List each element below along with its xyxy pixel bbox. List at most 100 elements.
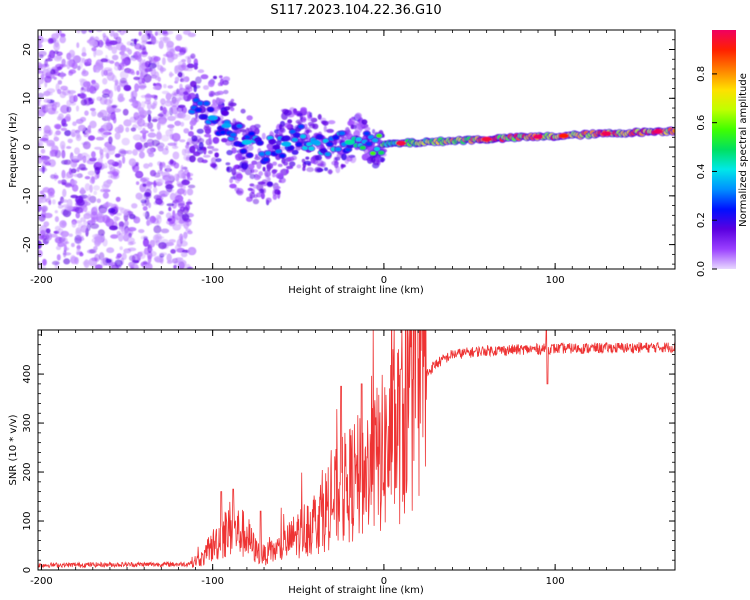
spectrogram-cell — [323, 125, 327, 133]
spectrogram-cell — [50, 110, 59, 115]
spectrogram-cell — [177, 104, 186, 108]
spectrogram-cell — [322, 138, 329, 143]
spectrogram-cell — [254, 175, 261, 181]
spectrogram-cell — [161, 171, 170, 178]
spectrogram-cell — [240, 108, 246, 114]
spectrogram-cell — [188, 92, 196, 100]
spectrogram-cell — [56, 254, 61, 261]
spectrogram-cell — [169, 159, 174, 165]
spectrogram-cell — [62, 209, 72, 218]
spectrogram-cell — [165, 145, 169, 151]
spectrogram-cell — [76, 42, 80, 49]
spectrogram-cell — [57, 204, 64, 209]
spectrogram-cell — [339, 131, 346, 136]
spectrogram-cell — [219, 130, 226, 135]
spectrogram-cell — [43, 98, 51, 104]
spectrogram-cell — [108, 207, 116, 214]
spectrogram-cell — [138, 151, 145, 159]
spectrogram-cell — [279, 169, 284, 178]
spectrogram-cell — [38, 50, 47, 57]
spectrogram-cell — [96, 198, 102, 204]
spectrogram-cell — [209, 78, 215, 86]
spectrogram-cell — [109, 225, 118, 231]
spectrogram-cell — [166, 260, 173, 264]
spectrogram-cell — [91, 110, 97, 117]
spectrogram-cell — [38, 110, 41, 118]
spectrogram-cell — [236, 124, 243, 128]
spectrogram-cell — [120, 44, 127, 53]
spectrogram-cell — [39, 104, 45, 112]
spectrogram-cell — [117, 94, 124, 103]
spectrogram-cell — [110, 234, 119, 239]
spectrogram-cell — [197, 157, 204, 163]
spectrogram-cell — [201, 114, 208, 119]
spectrogram-cell — [187, 131, 194, 137]
spectrogram-cell — [204, 133, 212, 138]
spectrogram-cell — [157, 64, 163, 71]
spectrogram-cell — [345, 147, 352, 152]
spectrogram-cell — [174, 76, 180, 83]
spectrogram-cell — [167, 218, 172, 222]
spectrogram-cell — [185, 201, 193, 205]
spectrogram-cell — [89, 184, 93, 193]
spectrogram-cell — [190, 53, 196, 59]
spectrogram-cell — [138, 229, 145, 234]
spectrogram-cell — [94, 253, 100, 262]
spectrogram-cell — [100, 58, 108, 63]
spectrogram-cell — [324, 167, 328, 172]
spectrogram-cell — [83, 195, 91, 203]
spectrogram-cell — [117, 30, 122, 33]
spectrogram-cell — [195, 108, 202, 112]
spectrogram-cell — [143, 236, 148, 240]
spectrogram-cell — [110, 172, 120, 180]
spectrogram-cell — [215, 98, 224, 105]
spectrogram-cell — [147, 114, 152, 123]
spectrogram-cell — [38, 43, 43, 48]
spectrogram-cell — [38, 92, 45, 98]
spectrogram-cell — [396, 140, 406, 146]
spectrogram-cell — [186, 188, 194, 196]
spectrogram-cell — [127, 227, 137, 232]
spectrogram-cell — [119, 246, 123, 251]
spectrogram-cell — [153, 186, 158, 193]
spectrogram-cell — [214, 152, 219, 158]
spectrogram-cell — [116, 212, 122, 216]
spectrogram-cell — [43, 221, 50, 228]
snr-xlabel: Height of straight line (km) — [288, 585, 424, 596]
spectrogram-cell — [289, 107, 296, 115]
spectrogram-cell — [88, 97, 93, 102]
y-tick-label: 10 — [22, 92, 33, 105]
spectrogram-cell — [264, 170, 271, 178]
spectrogram-cell — [481, 136, 492, 142]
spectrogram-cell — [252, 198, 260, 205]
spectrogram-cell — [114, 259, 123, 267]
spectrogram-cell — [247, 163, 255, 170]
spectrogram-cell — [39, 137, 49, 142]
spectrogram-cell — [114, 82, 118, 92]
spectrogram-cell — [262, 166, 266, 172]
spectrogram-cell — [62, 249, 67, 258]
spectrogram-cell — [64, 174, 71, 180]
spectrogram-cell — [326, 142, 333, 147]
spectrogram-cell — [305, 156, 310, 160]
spectrogram-cell — [246, 153, 253, 158]
spectrogram-cell — [652, 129, 663, 134]
spectrogram-cell — [158, 40, 164, 49]
spectrogram-cell — [161, 134, 170, 142]
spectrogram-cell — [71, 242, 75, 248]
spectrogram-cell — [196, 128, 204, 134]
spectrogram-cell — [124, 220, 129, 227]
spectrogram-cell — [107, 113, 111, 122]
spectrogram-cell — [89, 157, 97, 162]
spectrogram-cell — [83, 213, 92, 220]
spectrogram-cell — [309, 112, 313, 118]
spectrogram-cell — [158, 210, 164, 215]
spectrogram-cell — [147, 132, 157, 138]
spectrogram-cell — [77, 65, 81, 71]
spectrogram-cell — [116, 253, 123, 258]
spectrogram-cell — [44, 75, 52, 83]
spectrogram-cell — [317, 114, 322, 120]
spectrogram-cell — [372, 129, 376, 134]
spectrogram-cell — [320, 161, 326, 168]
spectrogram-cell — [55, 101, 61, 108]
